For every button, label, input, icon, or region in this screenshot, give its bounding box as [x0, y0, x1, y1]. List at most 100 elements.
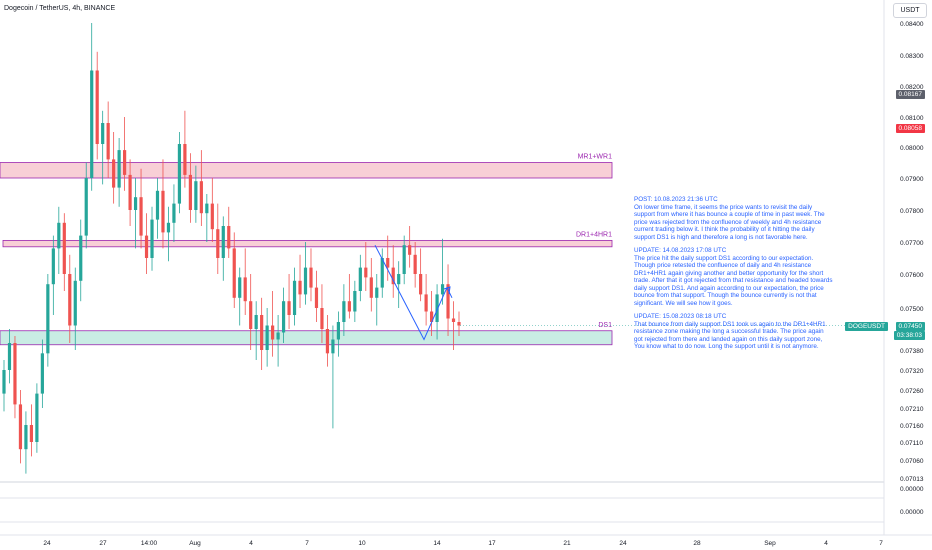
- candle-body: [309, 267, 313, 288]
- candle-body: [117, 150, 121, 188]
- candle-body: [429, 311, 434, 322]
- y-tick-label: 0.07110: [900, 440, 923, 447]
- candle-body: [227, 226, 231, 249]
- candle-body: [128, 174, 132, 210]
- x-tick-label: 7: [879, 540, 883, 547]
- note-update-1: UPDATE: 14.08.2023 17:08 UTC The price h…: [634, 247, 833, 307]
- last-price-tag: 0.07450: [895, 322, 925, 331]
- y-tick-label: 0.07013: [900, 476, 924, 483]
- candle-body: [457, 322, 461, 326]
- candle-body: [451, 318, 456, 322]
- x-tick-label: 4: [824, 540, 828, 547]
- y-tick-label: 0.07700: [900, 240, 924, 247]
- candle-body: [177, 144, 182, 204]
- x-tick-label: 24: [619, 540, 627, 547]
- symbol-label: DOGEUSDT: [845, 322, 888, 331]
- candle-body: [386, 258, 390, 268]
- candle-body: [24, 425, 28, 450]
- y-tick-label: 0.07210: [900, 406, 924, 413]
- candle-body: [342, 301, 346, 322]
- y-tick-label: 0.07160: [900, 423, 924, 430]
- candle-body: [46, 284, 50, 354]
- candle-body: [281, 301, 286, 333]
- candle-body: [183, 144, 187, 175]
- candle-body: [287, 301, 291, 315]
- chart-title: Dogecoin / TetherUS, 4h, BINANCE: [4, 5, 116, 12]
- candle-body: [210, 203, 214, 230]
- candle-body: [194, 181, 198, 210]
- candle-body: [232, 248, 236, 298]
- candle-body: [292, 280, 297, 315]
- candle-body: [331, 339, 335, 354]
- x-tick-label: 24: [43, 540, 51, 547]
- annotation-arrow-head: [443, 286, 451, 295]
- zone-mr1-wr1: [0, 162, 613, 179]
- x-tick-label: 27: [99, 540, 107, 547]
- note-post: POST: 10.08.2023 21:36 UTC On lower time…: [634, 196, 825, 241]
- candle-body: [35, 393, 39, 442]
- candle-body: [161, 190, 165, 233]
- x-tick-label: 14: [433, 540, 441, 547]
- candle-body: [325, 329, 330, 354]
- zone-label: DS1: [598, 322, 612, 329]
- y-tick-label: 0.08300: [900, 53, 924, 60]
- y-tick-label: 0.07600: [900, 272, 924, 279]
- candle-body: [353, 291, 357, 312]
- y-tick-label: 0.07500: [900, 306, 924, 313]
- candle-body: [84, 178, 88, 236]
- candle-body: [435, 294, 439, 322]
- candle-body: [62, 222, 66, 274]
- currency-button[interactable]: USDT: [893, 3, 927, 18]
- candle-body: [205, 203, 209, 214]
- zone-ds1: [0, 330, 613, 346]
- candle-body: [380, 258, 384, 288]
- candle-body: [221, 226, 225, 258]
- candle-body: [419, 274, 423, 295]
- x-tick-label: 28: [693, 540, 701, 547]
- candle-body: [188, 174, 192, 210]
- candle-body: [347, 301, 351, 312]
- candle-body: [320, 308, 324, 329]
- zone-label: MR1+WR1: [578, 154, 613, 161]
- candle-body: [314, 287, 319, 308]
- candle-body: [364, 267, 368, 278]
- candle-body: [18, 404, 23, 450]
- candle-body: [413, 254, 417, 274]
- candle-body: [375, 287, 379, 298]
- candle-body: [243, 277, 247, 302]
- candle-body: [155, 190, 160, 220]
- candle-body: [144, 235, 149, 258]
- candle-body: [101, 123, 105, 144]
- candle-body: [199, 181, 203, 214]
- x-tick-label: Aug: [189, 540, 201, 547]
- x-tick-label: 14:00: [141, 540, 158, 547]
- candle-body: [166, 222, 171, 233]
- secondary-tick-label: 0.00000: [900, 486, 924, 493]
- candle-body: [424, 294, 428, 312]
- x-tick-label: 4: [249, 540, 253, 547]
- candle-body: [172, 203, 176, 223]
- candle-body: [106, 123, 110, 160]
- candle-body: [446, 284, 450, 319]
- candle-body: [254, 315, 258, 329]
- candle-body: [397, 274, 401, 285]
- y-tick-label: 0.07900: [900, 176, 924, 183]
- y-tick-label: 0.07260: [900, 388, 924, 395]
- candle-body: [276, 332, 280, 340]
- candle-body: [440, 284, 445, 295]
- x-tick-label: 17: [488, 540, 496, 547]
- candle-body: [68, 274, 72, 326]
- candle-body: [133, 197, 138, 210]
- candle-body: [13, 343, 17, 405]
- candle-body: [265, 325, 269, 350]
- x-tick-label: 10: [358, 540, 366, 547]
- candle-body: [150, 219, 154, 258]
- candle-body: [95, 70, 99, 144]
- candle-body: [139, 197, 143, 236]
- countdown-tag: 03:38:03: [893, 331, 925, 340]
- candle-body: [29, 425, 34, 442]
- candle-body: [408, 245, 412, 255]
- price-tag-1: 0.08167: [895, 90, 925, 99]
- candle-body: [260, 315, 264, 350]
